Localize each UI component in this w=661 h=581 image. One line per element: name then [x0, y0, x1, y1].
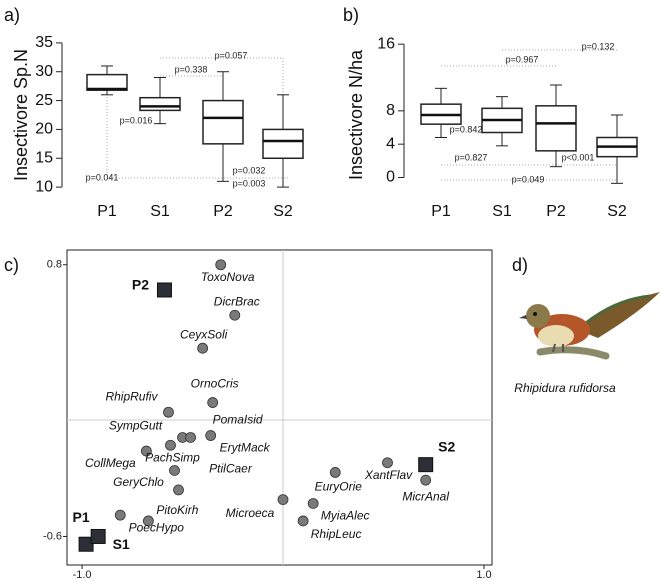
y-axis-label: Insectivore Sp.N	[11, 49, 31, 181]
species-point	[169, 465, 180, 476]
site-label: S2	[438, 438, 455, 454]
species-point	[329, 467, 341, 478]
p-value: p=0.016	[120, 115, 153, 125]
species-point	[114, 509, 126, 521]
plot-frame	[66, 249, 493, 566]
species-label: Microeca	[226, 506, 275, 520]
x-tick-label: P1	[97, 203, 117, 220]
y-axis-label: Insectivore N/ha	[346, 49, 366, 180]
p-value: p=0.132	[582, 41, 615, 51]
p-value: p=0.049	[512, 174, 545, 184]
species-label: PomaIsid	[213, 413, 263, 427]
y-tick-label: 16	[377, 35, 395, 52]
x-tick-label: S2	[607, 203, 627, 220]
x-tick-label: P1	[431, 203, 451, 220]
x-tick-label: S2	[273, 203, 293, 220]
species-label: PitoKirh	[156, 503, 198, 517]
species-label: XantFlav	[364, 468, 413, 482]
species-point	[229, 309, 241, 321]
species-label: ErytMack	[220, 441, 271, 455]
species-label: PachSimp	[145, 450, 200, 464]
species-point	[165, 439, 176, 451]
y-tick-label: -0.6	[43, 530, 62, 542]
panel-label: a)	[4, 5, 20, 25]
y-tick-label: 25	[35, 92, 53, 109]
panel-label: b)	[343, 5, 359, 25]
species-point	[382, 457, 393, 469]
x-tick-label: P2	[546, 203, 566, 220]
species-label: SympGutt	[109, 419, 163, 433]
site-label: P2	[132, 277, 149, 293]
site-point	[90, 528, 106, 544]
species-label: RhipLeuc	[311, 527, 362, 541]
species-label: EuryOrie	[315, 480, 363, 494]
species-point	[307, 498, 319, 509]
p-value: p=0.827	[455, 152, 488, 162]
species-point	[207, 397, 219, 408]
species-label: MicrAnal	[402, 489, 449, 503]
bird-illustration	[519, 292, 660, 360]
y-tick-label: 35	[35, 34, 53, 51]
species-point	[420, 474, 432, 486]
p-value: p=0.032	[233, 165, 266, 175]
y-tick-label: 10	[35, 178, 53, 195]
x-tick-label: P2	[213, 203, 233, 220]
species-point	[277, 494, 289, 505]
species-label: OrnoCris	[191, 377, 239, 391]
site-point	[156, 282, 172, 298]
box	[262, 128, 304, 160]
species-label: CeyxSoli	[180, 327, 228, 341]
panel-label: c)	[4, 255, 19, 275]
species-point	[197, 342, 209, 354]
y-tick-label: 20	[35, 121, 53, 138]
panel-label: d)	[512, 255, 528, 275]
species-label: ToxoNova	[201, 270, 255, 284]
x-tick-label: -1.0	[73, 569, 92, 581]
box	[202, 99, 244, 145]
site-point	[418, 457, 434, 473]
box	[535, 105, 577, 152]
x-tick-label: S1	[150, 203, 170, 220]
species-label: DicrBrac	[214, 294, 260, 308]
species-point	[140, 445, 152, 457]
site-label: P1	[73, 509, 90, 525]
species-point	[163, 406, 174, 418]
species-point	[205, 430, 217, 441]
species-point	[173, 484, 184, 496]
y-tick-label: 0.8	[47, 259, 62, 271]
y-tick-label: 0	[386, 169, 395, 186]
illustration-caption: Rhipidura rufidorsa	[514, 381, 616, 395]
y-tick-label: 4	[386, 135, 395, 152]
p-value: p=0.003	[233, 178, 266, 188]
x-tick-label: S1	[492, 203, 512, 220]
species-label: MyiaAlec	[321, 509, 370, 523]
y-tick-label: 8	[386, 102, 395, 119]
p-value: p=0.967	[506, 54, 539, 64]
species-point	[215, 259, 227, 271]
x-tick-label: 1.0	[476, 569, 491, 581]
y-tick-label: 15	[35, 149, 53, 166]
p-value: p=0.057	[215, 50, 248, 60]
species-label: PoecHypo	[129, 520, 185, 534]
site-label: S1	[113, 536, 130, 552]
species-label: CollMega	[85, 456, 136, 470]
p-value: p<0.001	[562, 152, 595, 162]
p-value: p=0.338	[175, 64, 208, 74]
box	[139, 96, 181, 112]
species-point	[297, 515, 309, 527]
species-point	[185, 432, 196, 443]
species-label: GeryChlo	[113, 475, 164, 489]
site-point	[78, 536, 94, 552]
p-value: p=0.041	[86, 172, 119, 182]
species-label: PtilCaer	[209, 462, 253, 476]
y-tick-label: 30	[35, 63, 53, 80]
species-point	[142, 515, 154, 527]
p-value: p=0.842	[450, 124, 483, 134]
species-label: RhipRufiv	[105, 389, 158, 403]
